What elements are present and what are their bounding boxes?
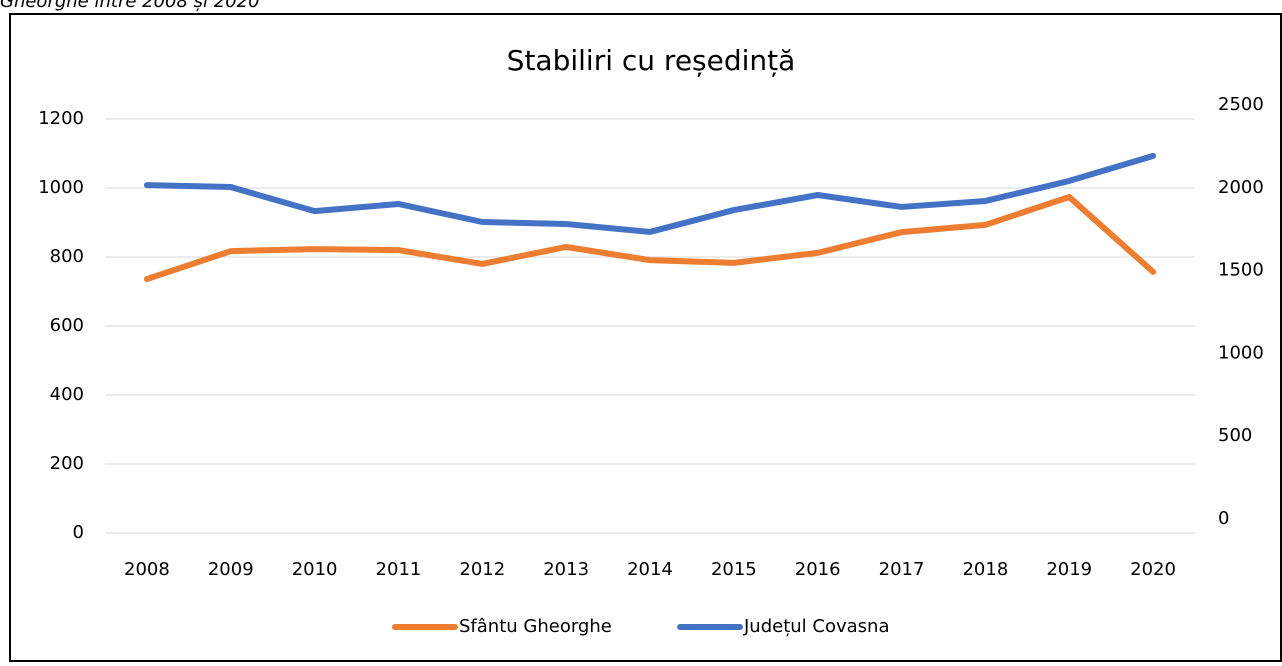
x-tick-label: 2020	[1130, 559, 1176, 580]
series-line	[143, 152, 1157, 235]
caption: Gheorghe între 2008 și 2020	[0, 0, 260, 12]
x-tick-label: 2010	[292, 559, 338, 580]
y2-tick-label: 1500	[1218, 260, 1264, 281]
y-tick-label: 800	[50, 246, 84, 267]
y-tick-label: 600	[50, 315, 84, 336]
y2-tick-label: 500	[1218, 425, 1252, 446]
x-tick-label: 2013	[543, 559, 589, 580]
y-tick-label: 400	[50, 384, 84, 405]
x-tick-label: 2017	[879, 559, 925, 580]
series-line	[143, 193, 1157, 283]
x-tick-label: 2015	[711, 559, 757, 580]
x-tick-label: 2018	[962, 559, 1008, 580]
y2-tick-label: 1000	[1218, 342, 1264, 363]
y2-tick-label: 2000	[1218, 177, 1264, 198]
y-tick-label: 200	[50, 453, 84, 474]
x-tick-label: 2016	[795, 559, 841, 580]
legend-label: Sfântu Gheorghe	[459, 616, 612, 637]
x-tick-label: 2012	[459, 559, 505, 580]
x-tick-label: 2008	[124, 559, 170, 580]
x-tick-label: 2014	[627, 559, 673, 580]
y2-tick-label: 0	[1218, 508, 1229, 529]
y-tick-label: 0	[73, 522, 84, 543]
x-tick-label: 2019	[1046, 559, 1092, 580]
chart-title: Stabiliri cu reședință	[507, 44, 796, 77]
y-tick-label: 1000	[38, 177, 84, 198]
x-tick-label: 2011	[376, 559, 422, 580]
y-tick-label: 1200	[38, 108, 84, 129]
x-tick-label: 2009	[208, 559, 254, 580]
legend-label: Județul Covasna	[743, 616, 890, 637]
chart-border	[9, 13, 1282, 662]
y2-tick-label: 2500	[1218, 94, 1264, 115]
